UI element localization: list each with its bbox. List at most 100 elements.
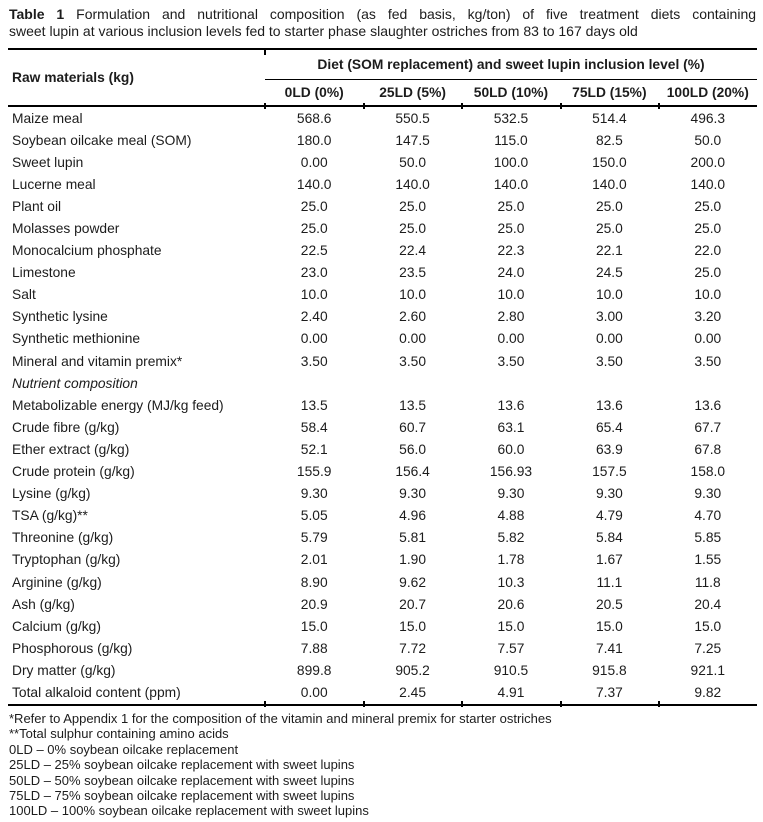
cell-value: 1.55: [694, 552, 722, 568]
table-row: Molasses powder 25.0 25.0 25.0 25.0 25.0: [8, 217, 757, 239]
cell-value: 155.9: [296, 464, 332, 480]
cell-value: 20.4: [694, 596, 722, 612]
column-header-row: 0LD (0%) 25LD (5%) 50LD (10%) 75LD (15%)…: [8, 79, 757, 107]
cell-value: 58.4: [300, 419, 328, 435]
caption-line-2: sweet lupin at various inclusion levels …: [9, 23, 638, 39]
cell-value: 2.45: [363, 681, 462, 706]
row-label: Mineral and vitamin premix*: [12, 353, 183, 369]
cell-value: 5.81: [399, 530, 427, 546]
cell-value: 7.88: [300, 640, 328, 656]
cell-value: 200.0: [690, 154, 726, 170]
footnote: 50LD – 50% soybean oilcake replacement w…: [9, 772, 355, 788]
row-label: Synthetic lysine: [12, 309, 108, 325]
row-label: Ether extract (g/kg): [12, 441, 130, 457]
cell-value: 13.6: [497, 397, 525, 413]
row-label: Maize meal: [12, 110, 83, 126]
table-caption: Table 1 Formulation and nutritional comp…: [9, 6, 756, 40]
row-label: Metabolizable energy (MJ/kg feed): [12, 397, 224, 413]
cell-value: 13.5: [300, 397, 328, 413]
cell-value: 22.3: [497, 243, 525, 259]
table-row: Crude fibre (g/kg) 58.4 60.7 63.1 65.4 67.7: [8, 416, 757, 438]
rule-tick: [560, 701, 562, 707]
row-label: Sweet lupin: [12, 154, 84, 170]
cell-value: 2.01: [300, 552, 328, 568]
table-row: Monocalcium phosphate 22.5 22.4 22.3 22.1 22.…: [8, 240, 757, 262]
rule-tick: [658, 701, 660, 707]
row-label: Calcium (g/kg): [12, 618, 101, 634]
cell-value: 10.0: [300, 287, 328, 303]
cell-value: 25.0: [694, 265, 722, 281]
cell-value: 1.67: [595, 552, 623, 568]
cell-value: 60.7: [399, 419, 427, 435]
table-row: Limestone 23.0 23.5 24.0 24.5 25.0: [8, 262, 757, 284]
row-label: Ash (g/kg): [12, 596, 75, 612]
row-label: Synthetic methionine: [12, 331, 141, 347]
cell-value: 7.57: [497, 640, 525, 656]
cell-value: 25.0: [694, 198, 722, 214]
table-row: Crude protein (g/kg) 155.9 156.4 156.93 157.…: [8, 461, 757, 483]
cell-value: 100.0: [493, 154, 529, 170]
row-label: Limestone: [12, 265, 76, 281]
cell-value: 11.8: [694, 574, 721, 590]
column-header-100ld: 100LD (20%): [658, 79, 757, 107]
table-row: Sweet lupin 0.00 50.0 100.0 150.0 200.0: [8, 151, 757, 173]
cell-value: 140.0: [592, 176, 627, 192]
cell-value: 9.82: [658, 681, 757, 706]
cell-value: 22.1: [595, 243, 623, 259]
cell-value: 156.4: [395, 464, 430, 480]
cell-value: 3.00: [595, 309, 623, 325]
table-row: Maize meal 568.6 550.5 532.5 514.4 496.3: [8, 106, 757, 129]
table-row: Phosphorous (g/kg) 7.88 7.72 7.57 7.41 7.25: [8, 637, 757, 659]
row-label: Total alkaloid content (ppm): [8, 681, 265, 706]
cell-value: 25.0: [300, 221, 328, 237]
footnote: **Total sulphur containing amino acids: [9, 726, 229, 742]
cell-value: 1.78: [497, 552, 525, 568]
diet-group-header: Diet (SOM replacement) and sweet lupin i…: [265, 48, 757, 80]
cell-value: 15.0: [300, 618, 328, 634]
section-row: Nutrient composition: [8, 372, 757, 394]
cell-value: 10.3: [497, 574, 525, 590]
column-header-50ld: 50LD (10%): [461, 79, 561, 107]
cell-value: 50.0: [399, 154, 427, 170]
cell-value: 2.80: [497, 309, 525, 325]
cell-value: 5.05: [300, 508, 328, 524]
cell-value: 10.0: [399, 287, 427, 303]
raw-materials-header: Raw materials (kg): [8, 48, 265, 107]
cell-value: 5.82: [497, 530, 525, 546]
table-row: Salt 10.0 10.0 10.0 10.0 10.0: [8, 284, 757, 306]
cell-value: 140.0: [296, 176, 332, 192]
cell-value: 150.0: [592, 154, 627, 170]
cell-value: 10.0: [595, 287, 623, 303]
cell-value: 67.7: [694, 419, 722, 435]
cell-value: 550.5: [395, 110, 430, 126]
cell-value: 0.00: [265, 681, 364, 706]
footnote: *Refer to Appendix 1 for the composition…: [9, 711, 552, 726]
rule-tick: [658, 103, 660, 109]
rule-tick: [461, 701, 463, 707]
cell-value: 905.2: [395, 662, 430, 678]
table-row: Threonine (g/kg) 5.79 5.81 5.82 5.84 5.85: [8, 527, 757, 549]
table-row: Synthetic lysine 2.40 2.60 2.80 3.00 3.20: [8, 306, 757, 328]
row-label: Monocalcium phosphate: [12, 243, 162, 259]
cell-value: 3.50: [497, 353, 525, 369]
section-label: Nutrient composition: [12, 375, 138, 391]
cell-value: 25.0: [399, 221, 427, 237]
cell-value: 115.0: [494, 132, 528, 148]
cell-value: 25.0: [694, 221, 722, 237]
cell-value: 15.0: [497, 618, 525, 634]
cell-value: 140.0: [690, 176, 726, 192]
cell-value: 24.0: [497, 265, 525, 281]
cell-value: 158.0: [690, 464, 726, 480]
cell-value: 63.1: [497, 419, 525, 435]
cell-value: 5.85: [694, 530, 722, 546]
cell-value: 4.88: [497, 508, 525, 524]
cell-value: 20.9: [300, 596, 328, 612]
cell-value: 13.5: [399, 397, 427, 413]
cell-value: 63.9: [595, 441, 623, 457]
table-row: Arginine (g/kg) 8.90 9.62 10.3 11.1 11.8: [8, 571, 757, 593]
footnote: 25LD – 25% soybean oilcake replacement w…: [9, 757, 355, 773]
cell-value: 9.30: [694, 486, 722, 502]
rule-tick: [363, 701, 365, 707]
cell-value: 9.30: [399, 486, 427, 502]
caption-text-1: Formulation and nutritional composition …: [76, 6, 757, 22]
